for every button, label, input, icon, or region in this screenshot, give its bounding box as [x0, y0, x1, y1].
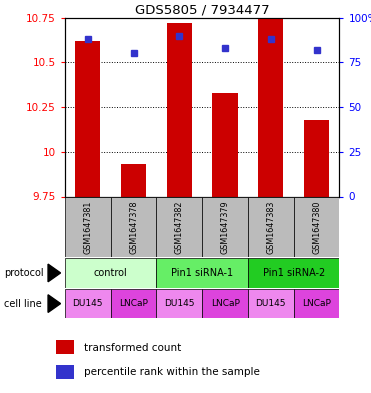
Text: transformed count: transformed count	[83, 343, 181, 353]
Text: percentile rank within the sample: percentile rank within the sample	[83, 367, 259, 377]
Bar	[111, 289, 157, 318]
Text: GSM1647379: GSM1647379	[221, 200, 230, 254]
Text: Pin1 siRNA-1: Pin1 siRNA-1	[171, 268, 233, 278]
Bar	[202, 289, 248, 318]
Bar	[304, 119, 329, 196]
Bar	[65, 196, 111, 257]
Text: GSM1647381: GSM1647381	[83, 200, 92, 253]
Text: control: control	[94, 268, 128, 278]
Bar	[248, 289, 294, 318]
Bar	[65, 289, 111, 318]
Text: Pin1 siRNA-2: Pin1 siRNA-2	[263, 268, 325, 278]
Text: GSM1647378: GSM1647378	[129, 200, 138, 254]
Polygon shape	[48, 295, 60, 312]
Bar	[294, 196, 339, 257]
Text: DU145: DU145	[73, 299, 103, 308]
Polygon shape	[48, 264, 60, 282]
Bar	[111, 196, 157, 257]
Text: GSM1647382: GSM1647382	[175, 200, 184, 254]
Bar	[213, 93, 238, 196]
Bar	[157, 289, 202, 318]
Bar	[121, 164, 146, 196]
Text: DU145: DU145	[256, 299, 286, 308]
Bar	[248, 258, 339, 288]
Bar	[167, 23, 192, 196]
Text: DU145: DU145	[164, 299, 194, 308]
Title: GDS5805 / 7934477: GDS5805 / 7934477	[135, 4, 269, 17]
Bar	[157, 258, 248, 288]
Bar	[258, 18, 283, 196]
Text: protocol: protocol	[4, 268, 43, 278]
Text: LNCaP: LNCaP	[119, 299, 148, 308]
Text: LNCaP: LNCaP	[302, 299, 331, 308]
Bar	[65, 258, 157, 288]
Text: LNCaP: LNCaP	[211, 299, 240, 308]
Bar	[56, 365, 74, 379]
Bar	[202, 196, 248, 257]
Bar	[248, 196, 294, 257]
Bar	[157, 196, 202, 257]
Text: GSM1647380: GSM1647380	[312, 200, 321, 253]
Text: cell line: cell line	[4, 299, 42, 309]
Bar	[75, 41, 101, 196]
Bar	[56, 340, 74, 354]
Bar	[294, 289, 339, 318]
Text: GSM1647383: GSM1647383	[266, 200, 275, 253]
